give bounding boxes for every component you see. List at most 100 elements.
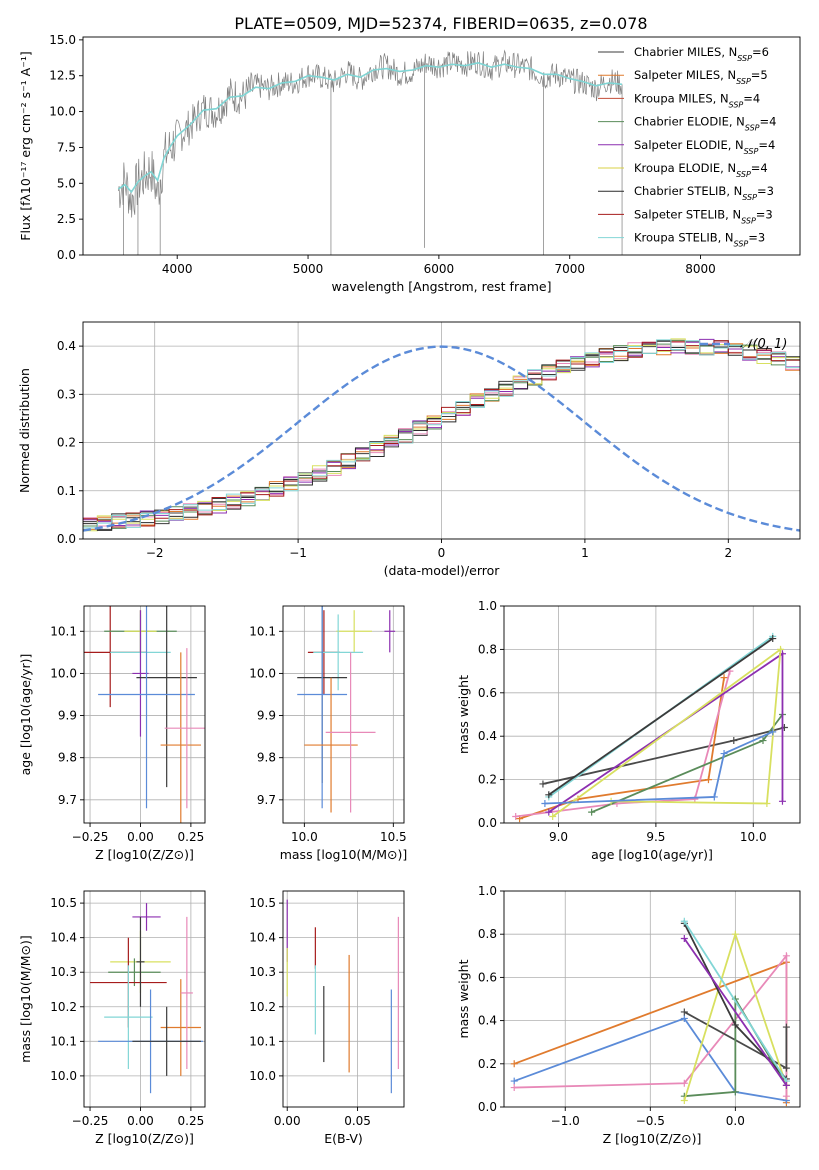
weight-series-marker (680, 1079, 688, 1087)
weight-series-marker (512, 812, 520, 820)
y-axis-label: Normed distribution (17, 368, 32, 493)
weight-series-marker (539, 780, 547, 788)
weight-series-marker (731, 930, 739, 938)
y-axis-label: mass [log10(M/M⊙)] (18, 935, 33, 1063)
x-tick-label: 0.00 (127, 1114, 154, 1128)
y-tick-label: 10.5 (249, 896, 276, 910)
axes-frame (503, 890, 801, 1108)
y-tick-label: 0.3 (57, 387, 76, 401)
y-tick-label: 0.8 (478, 642, 497, 656)
errorbar-point (132, 610, 149, 737)
weight-series-marker (704, 776, 712, 784)
x-axis-label: E(B-V) (324, 1131, 363, 1146)
y-tick-label: 10.0 (49, 105, 76, 119)
x-axis-label: wavelength [Angstrom, rest frame] (331, 279, 551, 294)
weight-series-marker (782, 1064, 790, 1072)
weight-series-marker (680, 917, 688, 925)
y-tick-label: 10.3 (249, 965, 276, 979)
legend: Chabrier MILES, NSSP=6 Salpeter MILES, NS… (598, 45, 776, 248)
gaussian-reference-curve (83, 345, 800, 532)
errorbar-point (136, 916, 145, 1007)
errorbar-point (98, 606, 195, 809)
x-tick-label: 9.5 (646, 830, 665, 844)
histogram-step (83, 338, 800, 539)
x-tick-label: −0.25 (72, 1114, 109, 1128)
weight-series-line (548, 637, 774, 796)
y-tick-label: 10.0 (249, 666, 276, 680)
y-tick-label: 10.1 (249, 1034, 276, 1048)
x-tick-label: 9.0 (549, 830, 568, 844)
age-weight-chart: 9.0 9.5 10.0 0.0 0.2 0.4 0.6 0.8 1.0 age [log10(a… (456, 599, 801, 862)
weight-series-marker (731, 1021, 739, 1029)
errorbar-point (297, 606, 348, 809)
x-axis-label: Z [log10(Z/Z⊙)] (603, 1131, 702, 1146)
y-axis-label: age [log10(age/yr)] (18, 654, 33, 776)
errorbar-point (384, 610, 396, 653)
y-tick-label: 10.0 (249, 1069, 276, 1083)
errorbar-point (313, 614, 364, 691)
weight-series-marker (769, 728, 777, 736)
x-tick-label: 10.0 (291, 830, 318, 844)
legend-label: Chabrier STELIB, NSSP=3 (634, 184, 774, 202)
errorbar-point (132, 903, 161, 931)
z-age-chart: −0.25 0.00 0.25 9.7 9.8 9.9 10.0 10.1 Z [log10(Z… (18, 605, 206, 862)
y-tick-label: 0.4 (478, 729, 497, 743)
x-tick-label: 1 (581, 546, 589, 560)
weight-series-marker (731, 1088, 739, 1096)
legend-label: Salpeter STELIB, NSSP=3 (634, 207, 773, 225)
axes-frame (83, 890, 206, 1108)
x-tick-label: 10.5 (380, 830, 407, 844)
errorbar-point (136, 606, 197, 788)
weight-series-marker (710, 793, 718, 801)
residuals-chart: 𝒩(0, 1) −2 −1 0 1 2 0.0 0.1 0.2 0.3 0.4 (data-model… (17, 321, 801, 578)
y-tick-label: 7.5 (57, 140, 76, 154)
weight-series-marker (510, 1084, 518, 1092)
y-tick-label: 10.1 (249, 624, 276, 638)
weight-series-marker (549, 812, 557, 820)
errorbar-point (160, 652, 201, 823)
y-tick-label: 9.9 (257, 709, 276, 723)
weight-series-line (552, 647, 782, 818)
y-tick-label: 15.0 (49, 33, 76, 47)
plot-area (117, 49, 623, 255)
z-mass-chart: −0.25 0.00 0.25 10.0 10.1 10.2 10.3 10.4 10.5 Z [… (18, 890, 206, 1146)
y-tick-label: 0.6 (478, 686, 497, 700)
axes-frame (503, 605, 801, 824)
x-tick-label: 0.05 (344, 1114, 371, 1128)
y-tick-label: 10.0 (50, 1069, 77, 1083)
weight-series-marker (510, 1077, 518, 1085)
y-tick-label: 12.5 (49, 69, 76, 83)
y-tick-label: 9.7 (58, 793, 77, 807)
errorbar-point (108, 958, 161, 987)
y-tick-label: 0.2 (478, 773, 497, 787)
weight-series-marker (680, 1097, 688, 1105)
mass-age-chart: 10.0 10.5 9.7 9.8 9.9 10.0 10.1 mass [log10(M/M… (249, 605, 408, 862)
x-axis-label: age [log10(age/yr)] (591, 847, 713, 862)
y-tick-label: 10.0 (50, 666, 77, 680)
weight-series-line (683, 938, 788, 1086)
weight-series-marker (680, 1008, 688, 1016)
x-axis-label: mass [log10(M/M⊙)] (280, 847, 408, 862)
x-axis-label: Z [log10(Z/Z⊙)] (95, 847, 194, 862)
errorbar-point (132, 1006, 201, 1076)
x-tick-label: 2 (724, 546, 732, 560)
y-tick-label: 10.5 (50, 896, 77, 910)
x-tick-label: 5000 (293, 262, 324, 276)
weight-series-line (544, 731, 774, 805)
ebv-mass-chart: 0.00 0.05 10.0 10.1 10.2 10.3 10.4 10.5 E(B-V) (249, 890, 405, 1146)
y-tick-label: 0.4 (478, 1014, 497, 1028)
y-axis-label: Flux [fλ10⁻¹⁷ erg cm⁻² s⁻¹ A⁻¹] (18, 51, 33, 240)
y-tick-label: 10.1 (50, 1034, 77, 1048)
legend-label: Salpeter ELODIE, NSSP=4 (634, 138, 775, 156)
axes-frame (282, 605, 405, 824)
y-axis-label: mass weight (456, 675, 471, 754)
y-tick-label: 10.3 (50, 965, 77, 979)
x-tick-label: 7000 (554, 262, 585, 276)
y-tick-label: 10.1 (50, 624, 77, 638)
y-tick-label: 0.0 (478, 816, 497, 830)
legend-label: Salpeter MILES, NSSP=5 (634, 68, 768, 86)
x-tick-label: −0.25 (72, 830, 109, 844)
weight-series-line (683, 920, 788, 1082)
weight-series-marker (778, 797, 786, 805)
weight-series-marker (680, 1014, 688, 1022)
